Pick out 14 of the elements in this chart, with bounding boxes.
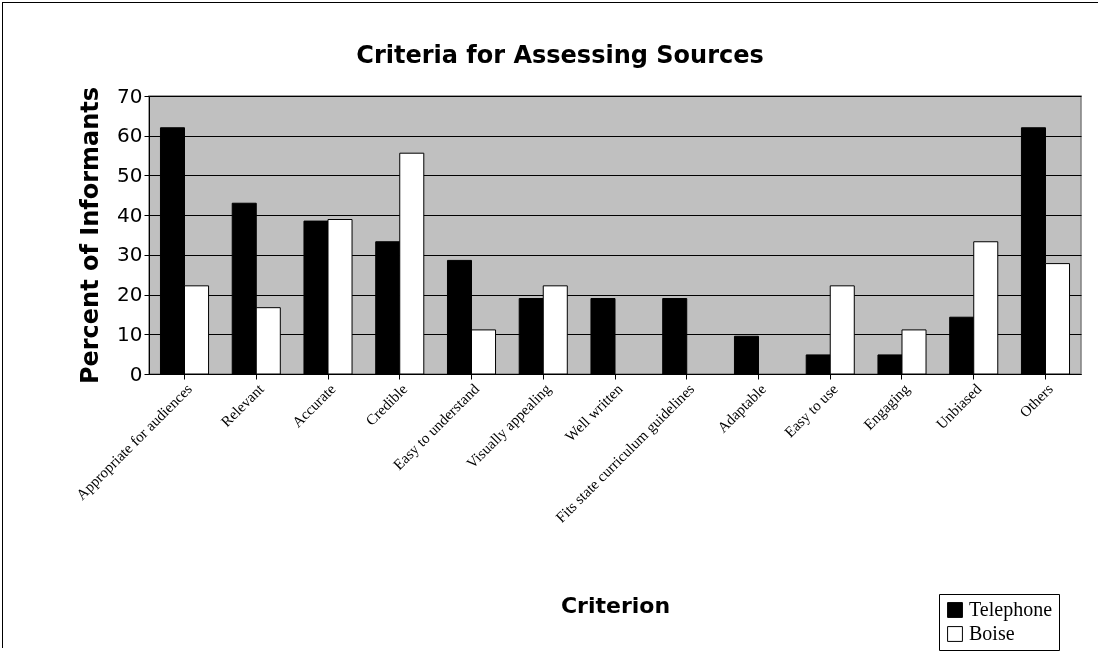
y-tick-label: 30	[117, 242, 143, 267]
chart-title: Criteria for Assessing Sources	[356, 41, 764, 69]
y-tick-label: 60	[117, 123, 143, 148]
y-tick-label: 70	[117, 83, 143, 108]
y-tick-label: 40	[117, 202, 143, 227]
y-tick-label: 50	[117, 162, 143, 187]
x-tick-label: Easy to use	[781, 380, 842, 441]
y-tick-label: 20	[117, 282, 143, 307]
y-tick-label: 10	[117, 321, 143, 346]
legend-label: Boise	[969, 622, 1015, 644]
legend-label: Telephone	[969, 598, 1053, 621]
y-tick-label: 0	[129, 361, 143, 386]
x-axis-title: Criterion	[560, 592, 671, 618]
y-axis-title: Percent of Informants	[76, 86, 105, 385]
